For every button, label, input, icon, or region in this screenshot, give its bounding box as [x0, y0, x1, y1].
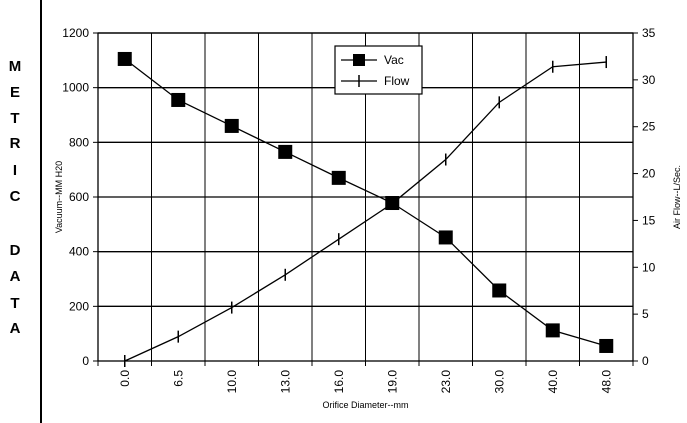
right-axis-tick-label: 35: [642, 26, 656, 40]
side-label-letter: T: [10, 110, 20, 127]
legend-vac-marker: [353, 54, 365, 66]
left-axis-tick-label: 400: [69, 245, 89, 259]
legend-label-vac: Vac: [384, 53, 404, 67]
left-axis-tick-label: 800: [69, 135, 89, 149]
right-axis-tick-label: 5: [642, 307, 649, 321]
left-axis-title: Vacuum--MM H20: [54, 161, 64, 233]
side-label-letter: E: [9, 84, 20, 101]
x-axis-title: Orifice Diameter--mm: [322, 400, 408, 410]
x-axis-tick-label: 0.0: [118, 370, 132, 387]
vac-point: [117, 51, 132, 66]
side-label-letter: T: [10, 295, 20, 312]
vac-point: [492, 283, 507, 298]
vac-point: [438, 230, 453, 245]
x-axis-tick-label: 30.0: [492, 370, 506, 394]
right-axis-tick-label: 15: [642, 213, 656, 227]
side-label-letter: R: [9, 135, 21, 152]
x-axis-tick-label: 40.0: [546, 370, 560, 394]
right-axis-tick-label: 20: [642, 167, 656, 181]
vac-point: [224, 118, 239, 133]
right-axis-title: Air Flow--L/Sec.: [672, 165, 682, 229]
right-axis-tick-label: 25: [642, 120, 656, 134]
vac-point: [171, 92, 186, 107]
left-axis-tick-label: 200: [69, 299, 89, 313]
left-axis-tick-label: 0: [82, 354, 89, 368]
x-axis-tick-label: 48.0: [599, 370, 613, 394]
x-axis-tick-label: 19.0: [385, 370, 399, 394]
x-axis-tick-label: 6.5: [171, 370, 185, 387]
x-axis-tick-label: 16.0: [332, 370, 346, 394]
series-line-flow: [124, 61, 607, 362]
side-label-letter: A: [9, 320, 21, 337]
x-axis-tick-label: 23.0: [439, 370, 453, 394]
side-label-letter: M: [8, 58, 22, 75]
vac-point: [545, 323, 560, 338]
side-label-letter: C: [9, 188, 21, 205]
right-axis-tick-label: 30: [642, 73, 656, 87]
x-axis-tick-label: 10.0: [225, 370, 239, 394]
side-label-letter: A: [9, 268, 21, 285]
legend-label-flow: Flow: [384, 74, 410, 88]
series-line-vac: [124, 58, 607, 347]
vac-point: [278, 144, 293, 159]
vac-point: [599, 338, 614, 353]
left-axis-tick-label: 1200: [62, 26, 89, 40]
right-axis-tick-label: 0: [642, 354, 649, 368]
left-axis-tick-label: 1000: [62, 81, 89, 95]
left-axis-tick-label: 600: [69, 190, 89, 204]
legend-box: [334, 45, 423, 95]
right-axis-tick-label: 10: [642, 260, 656, 274]
line-chart: 0 200 400 600 800 1000 1200 0 5 10 15 20 25 30 35 0.0 6.…: [54, 26, 682, 410]
vac-point: [331, 170, 346, 185]
x-axis-tick-label: 13.0: [278, 370, 292, 394]
side-label-letter: I: [12, 162, 18, 179]
side-label-letter: D: [9, 242, 21, 259]
chart-panel: 0 200 400 600 800 1000 1200 0 5 10 15 20 25 30 35 0.0 6.…: [40, 0, 687, 423]
